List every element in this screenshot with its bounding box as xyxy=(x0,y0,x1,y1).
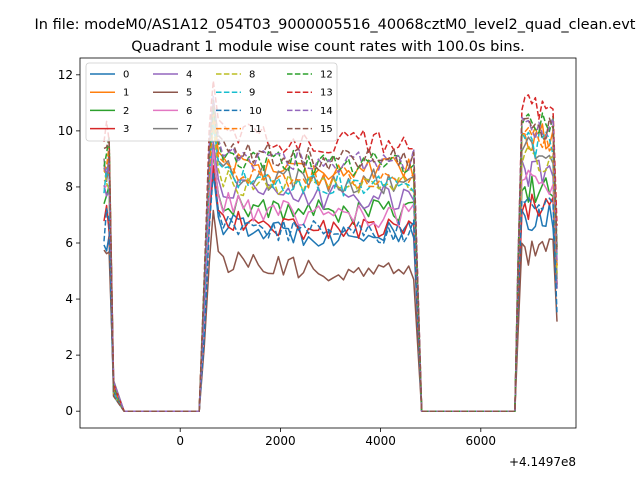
y-tick-label: 10 xyxy=(58,124,73,138)
x-tick-label: 4000 xyxy=(365,434,396,448)
x-tick-label: 0 xyxy=(176,434,184,448)
y-tick-label: 12 xyxy=(58,68,73,82)
legend-label-7: 7 xyxy=(186,124,192,135)
figure-suptitle: In file: modeM0/AS1A12_054T03_9000005516… xyxy=(35,17,636,33)
legend-label-0: 0 xyxy=(123,70,129,81)
y-tick-label: 6 xyxy=(65,236,73,250)
legend-label-13: 13 xyxy=(320,88,333,99)
legend-label-15: 15 xyxy=(320,124,333,135)
chart-title: Quadrant 1 module wise count rates with … xyxy=(131,39,525,55)
series-line-15 xyxy=(103,99,558,412)
legend-label-8: 8 xyxy=(249,70,255,81)
series-line-1 xyxy=(103,103,558,412)
series-layer xyxy=(103,80,558,412)
legend-label-3: 3 xyxy=(123,124,129,135)
legend-label-12: 12 xyxy=(320,70,333,81)
y-axis: 0 2 4 6 8 10 12 xyxy=(58,68,80,418)
y-tick-label: 4 xyxy=(65,292,73,306)
series-line-5 xyxy=(103,209,558,412)
x-tick-label: 6000 xyxy=(466,434,497,448)
series-line-6 xyxy=(103,149,558,412)
legend-label-6: 6 xyxy=(186,106,192,117)
x-axis-offset-label: +4.1497e8 xyxy=(509,455,576,469)
y-tick-label: 2 xyxy=(65,348,73,362)
series-line-12 xyxy=(103,106,558,412)
y-tick-label: 0 xyxy=(65,404,73,418)
legend-label-1: 1 xyxy=(123,88,129,99)
x-tick-label: 2000 xyxy=(265,434,296,448)
legend-label-9: 9 xyxy=(249,88,255,99)
legend-label-4: 4 xyxy=(186,70,192,81)
legend-label-14: 14 xyxy=(320,106,333,117)
series-line-0 xyxy=(103,172,558,412)
series-line-8 xyxy=(103,126,558,412)
y-tick-label: 8 xyxy=(65,180,73,194)
legend-label-10: 10 xyxy=(249,106,262,117)
legend-label-5: 5 xyxy=(186,88,192,99)
legend-label-11: 11 xyxy=(249,124,262,135)
series-line-14 xyxy=(103,95,558,412)
x-axis: 0 2000 4000 6000 xyxy=(176,428,496,448)
legend-label-2: 2 xyxy=(123,106,129,117)
series-line-10 xyxy=(103,171,558,412)
legend-box xyxy=(85,62,338,142)
series-line-3 xyxy=(103,165,558,412)
